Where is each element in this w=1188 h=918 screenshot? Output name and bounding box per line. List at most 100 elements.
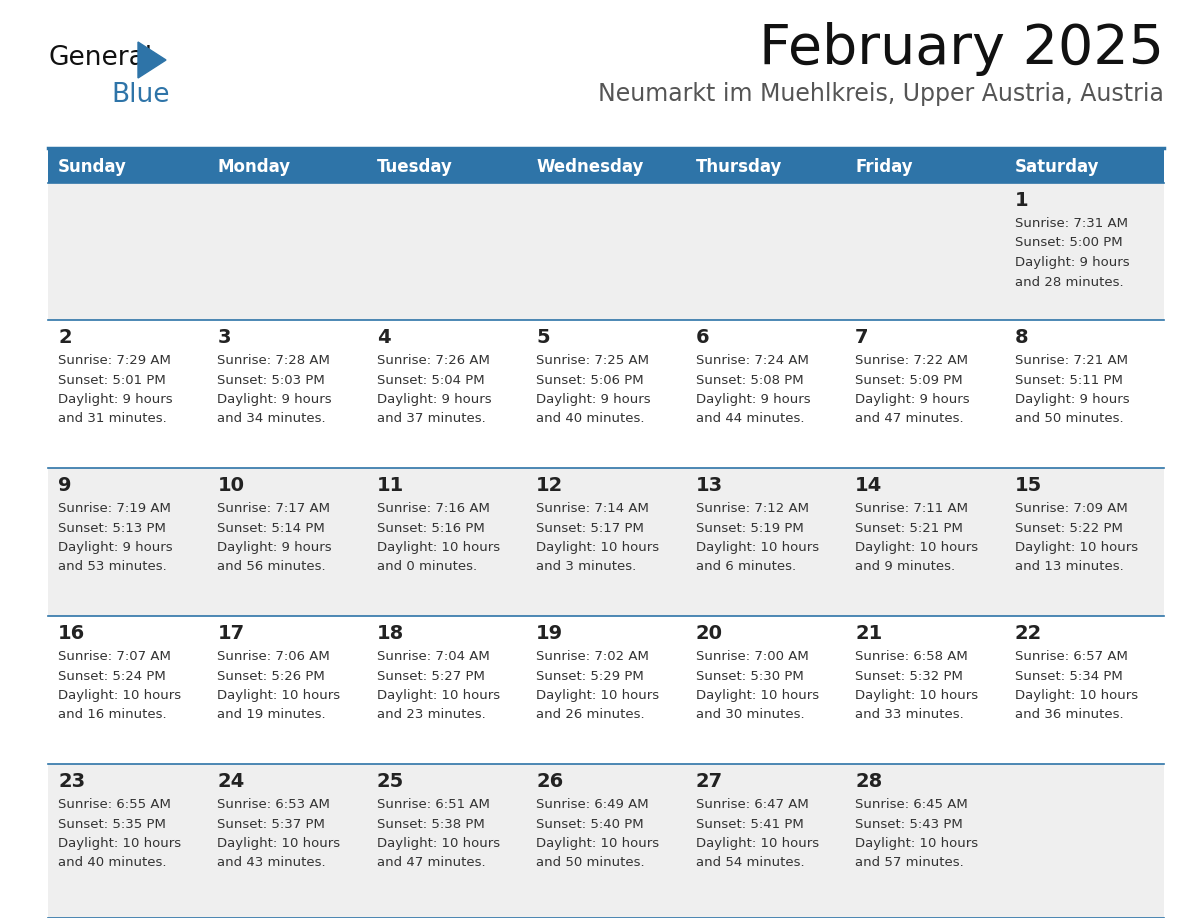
Text: and 57 minutes.: and 57 minutes. bbox=[855, 856, 963, 869]
Text: Sunset: 5:06 PM: Sunset: 5:06 PM bbox=[536, 374, 644, 386]
Text: and 40 minutes.: and 40 minutes. bbox=[58, 856, 166, 869]
Text: Sunrise: 7:11 AM: Sunrise: 7:11 AM bbox=[855, 502, 968, 515]
Text: and 43 minutes.: and 43 minutes. bbox=[217, 856, 326, 869]
Text: and 50 minutes.: and 50 minutes. bbox=[536, 856, 645, 869]
Text: and 44 minutes.: and 44 minutes. bbox=[696, 412, 804, 426]
Text: Sunrise: 7:02 AM: Sunrise: 7:02 AM bbox=[536, 650, 649, 663]
Text: Daylight: 9 hours: Daylight: 9 hours bbox=[377, 393, 492, 406]
Bar bbox=[685, 150, 845, 183]
Text: 24: 24 bbox=[217, 772, 245, 791]
Text: 18: 18 bbox=[377, 624, 404, 643]
Text: and 36 minutes.: and 36 minutes. bbox=[1015, 709, 1123, 722]
Text: Sunset: 5:01 PM: Sunset: 5:01 PM bbox=[58, 374, 166, 386]
Text: 25: 25 bbox=[377, 772, 404, 791]
Text: 11: 11 bbox=[377, 476, 404, 495]
Text: Sunset: 5:09 PM: Sunset: 5:09 PM bbox=[855, 374, 962, 386]
Text: and 50 minutes.: and 50 minutes. bbox=[1015, 412, 1123, 426]
Text: and 28 minutes.: and 28 minutes. bbox=[1015, 275, 1123, 288]
Text: Sunrise: 6:45 AM: Sunrise: 6:45 AM bbox=[855, 798, 968, 811]
Text: Daylight: 10 hours: Daylight: 10 hours bbox=[536, 837, 659, 850]
Text: Sunset: 5:32 PM: Sunset: 5:32 PM bbox=[855, 669, 963, 682]
Bar bbox=[48, 764, 1164, 918]
Text: and 16 minutes.: and 16 minutes. bbox=[58, 709, 166, 722]
Text: Daylight: 10 hours: Daylight: 10 hours bbox=[696, 541, 819, 554]
Text: Daylight: 9 hours: Daylight: 9 hours bbox=[696, 393, 810, 406]
Text: Sunrise: 6:47 AM: Sunrise: 6:47 AM bbox=[696, 798, 809, 811]
Text: Daylight: 10 hours: Daylight: 10 hours bbox=[855, 689, 978, 702]
Text: Daylight: 10 hours: Daylight: 10 hours bbox=[58, 689, 181, 702]
Bar bbox=[1005, 150, 1164, 183]
Text: Daylight: 9 hours: Daylight: 9 hours bbox=[217, 393, 333, 406]
Text: Daylight: 10 hours: Daylight: 10 hours bbox=[696, 837, 819, 850]
Bar bbox=[48, 616, 1164, 764]
Text: and 53 minutes.: and 53 minutes. bbox=[58, 561, 166, 574]
Text: 27: 27 bbox=[696, 772, 722, 791]
Text: Sunrise: 7:04 AM: Sunrise: 7:04 AM bbox=[377, 650, 489, 663]
Text: Sunset: 5:14 PM: Sunset: 5:14 PM bbox=[217, 521, 326, 534]
Text: Sunrise: 7:06 AM: Sunrise: 7:06 AM bbox=[217, 650, 330, 663]
Text: 17: 17 bbox=[217, 624, 245, 643]
Text: and 30 minutes.: and 30 minutes. bbox=[696, 709, 804, 722]
Bar bbox=[48, 468, 1164, 616]
Text: Blue: Blue bbox=[110, 82, 170, 108]
Text: Wednesday: Wednesday bbox=[536, 158, 644, 175]
Text: Sunday: Sunday bbox=[58, 158, 127, 175]
Text: February 2025: February 2025 bbox=[759, 22, 1164, 76]
Text: and 23 minutes.: and 23 minutes. bbox=[377, 709, 486, 722]
Text: and 56 minutes.: and 56 minutes. bbox=[217, 561, 326, 574]
Text: and 47 minutes.: and 47 minutes. bbox=[377, 856, 486, 869]
Text: Daylight: 9 hours: Daylight: 9 hours bbox=[536, 393, 651, 406]
Text: Sunrise: 7:16 AM: Sunrise: 7:16 AM bbox=[377, 502, 489, 515]
Text: Sunset: 5:37 PM: Sunset: 5:37 PM bbox=[217, 818, 326, 831]
Text: Sunset: 5:21 PM: Sunset: 5:21 PM bbox=[855, 521, 963, 534]
Text: Thursday: Thursday bbox=[696, 158, 782, 175]
Text: Saturday: Saturday bbox=[1015, 158, 1099, 175]
Text: Sunset: 5:35 PM: Sunset: 5:35 PM bbox=[58, 818, 166, 831]
Text: Daylight: 10 hours: Daylight: 10 hours bbox=[1015, 689, 1138, 702]
Text: Daylight: 9 hours: Daylight: 9 hours bbox=[1015, 256, 1130, 269]
Bar bbox=[208, 150, 367, 183]
Bar bbox=[526, 150, 685, 183]
Bar bbox=[367, 150, 526, 183]
Text: and 47 minutes.: and 47 minutes. bbox=[855, 412, 963, 426]
Text: Sunset: 5:16 PM: Sunset: 5:16 PM bbox=[377, 521, 485, 534]
Text: Sunrise: 7:24 AM: Sunrise: 7:24 AM bbox=[696, 354, 809, 367]
Bar bbox=[48, 183, 1164, 320]
Text: 14: 14 bbox=[855, 476, 883, 495]
Text: and 0 minutes.: and 0 minutes. bbox=[377, 561, 478, 574]
Text: Daylight: 10 hours: Daylight: 10 hours bbox=[855, 837, 978, 850]
Text: and 3 minutes.: and 3 minutes. bbox=[536, 561, 637, 574]
Text: and 33 minutes.: and 33 minutes. bbox=[855, 709, 963, 722]
Text: 7: 7 bbox=[855, 328, 868, 347]
Text: Sunset: 5:08 PM: Sunset: 5:08 PM bbox=[696, 374, 803, 386]
Text: and 40 minutes.: and 40 minutes. bbox=[536, 412, 645, 426]
Text: and 9 minutes.: and 9 minutes. bbox=[855, 561, 955, 574]
Text: 6: 6 bbox=[696, 328, 709, 347]
Text: 15: 15 bbox=[1015, 476, 1042, 495]
Text: 9: 9 bbox=[58, 476, 71, 495]
Text: Sunset: 5:38 PM: Sunset: 5:38 PM bbox=[377, 818, 485, 831]
Text: Daylight: 10 hours: Daylight: 10 hours bbox=[377, 541, 500, 554]
Text: Daylight: 10 hours: Daylight: 10 hours bbox=[377, 837, 500, 850]
Text: 13: 13 bbox=[696, 476, 722, 495]
Text: Sunrise: 7:00 AM: Sunrise: 7:00 AM bbox=[696, 650, 809, 663]
Text: and 26 minutes.: and 26 minutes. bbox=[536, 709, 645, 722]
Text: and 13 minutes.: and 13 minutes. bbox=[1015, 561, 1124, 574]
Text: Sunrise: 7:28 AM: Sunrise: 7:28 AM bbox=[217, 354, 330, 367]
Text: Sunrise: 6:49 AM: Sunrise: 6:49 AM bbox=[536, 798, 649, 811]
Text: Sunrise: 7:14 AM: Sunrise: 7:14 AM bbox=[536, 502, 649, 515]
Text: and 6 minutes.: and 6 minutes. bbox=[696, 561, 796, 574]
Text: Sunrise: 7:21 AM: Sunrise: 7:21 AM bbox=[1015, 354, 1127, 367]
Text: Sunrise: 7:17 AM: Sunrise: 7:17 AM bbox=[217, 502, 330, 515]
Text: and 54 minutes.: and 54 minutes. bbox=[696, 856, 804, 869]
Text: Sunset: 5:13 PM: Sunset: 5:13 PM bbox=[58, 521, 166, 534]
Text: Sunset: 5:11 PM: Sunset: 5:11 PM bbox=[1015, 374, 1123, 386]
Bar bbox=[48, 320, 1164, 468]
Text: Sunrise: 7:26 AM: Sunrise: 7:26 AM bbox=[377, 354, 489, 367]
Text: 21: 21 bbox=[855, 624, 883, 643]
Text: Sunrise: 6:53 AM: Sunrise: 6:53 AM bbox=[217, 798, 330, 811]
Text: 8: 8 bbox=[1015, 328, 1028, 347]
Text: Daylight: 9 hours: Daylight: 9 hours bbox=[58, 541, 172, 554]
Text: Sunset: 5:43 PM: Sunset: 5:43 PM bbox=[855, 818, 963, 831]
Text: Sunset: 5:24 PM: Sunset: 5:24 PM bbox=[58, 669, 166, 682]
